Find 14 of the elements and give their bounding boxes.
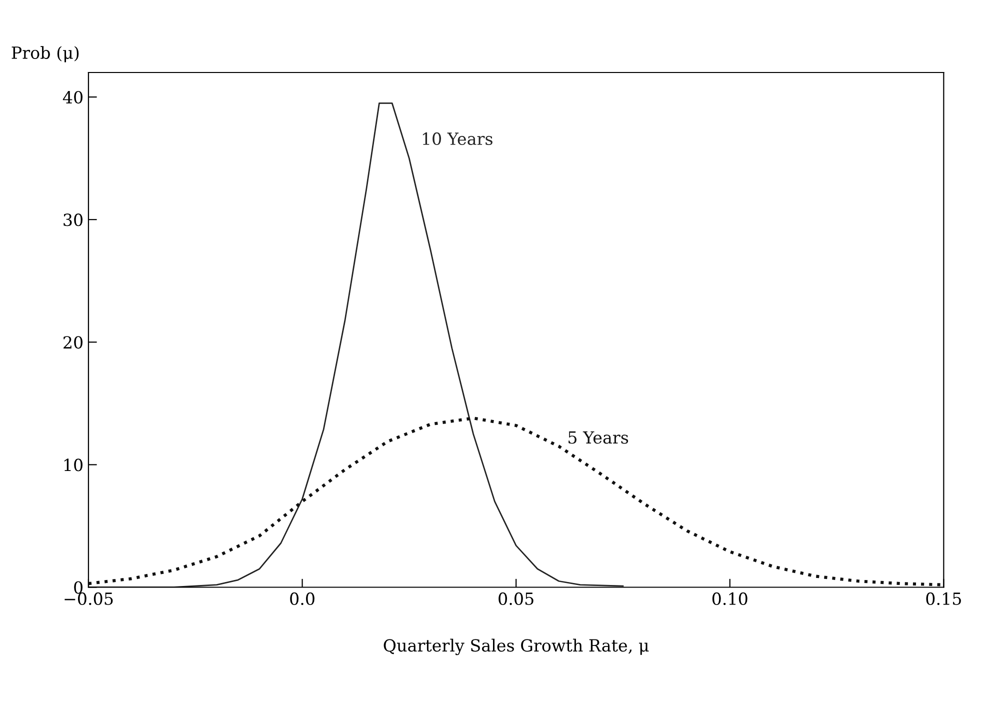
x-tick-label: 0.0 xyxy=(290,592,314,606)
y-tick-label: 30 xyxy=(64,214,82,226)
x-axis-title: Quarterly Sales Growth Rate, μ xyxy=(384,638,649,656)
y-tick-label: 10 xyxy=(64,458,82,472)
x-tick-label: 0.15 xyxy=(926,592,961,606)
y-tick-label: 40 xyxy=(62,90,82,104)
series-label: 10 Years xyxy=(422,132,492,146)
series-label: 5 Years xyxy=(568,431,628,444)
x-tick-label: −0.05 xyxy=(64,592,113,606)
y-tick-label: 0 xyxy=(74,581,82,594)
x-tick-label: 0.10 xyxy=(712,592,748,606)
y-tick-label: 20 xyxy=(64,336,82,349)
y-axis-title: Prob (μ) xyxy=(12,46,79,62)
x-tick-label: 0.05 xyxy=(498,592,534,606)
